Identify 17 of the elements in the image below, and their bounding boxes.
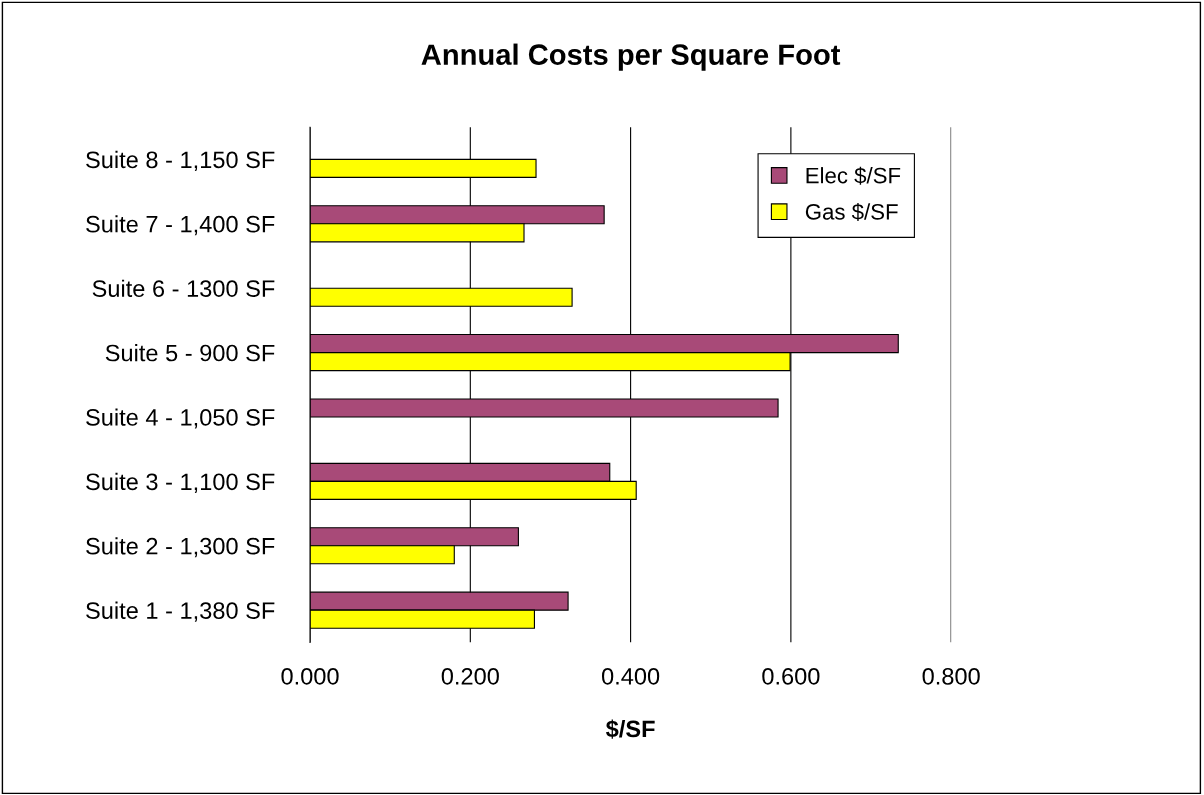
chart-title: Annual Costs per Square Foot	[421, 43, 841, 71]
y-tick-label: Suite 8 - 1,150 SF	[86, 150, 275, 171]
y-tick-label: Suite 7 - 1,400 SF	[86, 215, 275, 236]
y-tick-label: Suite 6 - 1300 SF	[92, 279, 275, 297]
x-tick-label: 0.200	[441, 667, 499, 685]
y-tick-label: Suite 3 - 1,100 SF	[86, 472, 275, 493]
y-tick-label: Suite 5 - 900 SF	[105, 344, 275, 362]
legend-label: Elec $/SF	[806, 166, 901, 185]
y-tick-label: Suite 2 - 1,300 SF	[86, 537, 275, 558]
x-tick-label: 0.400	[601, 667, 660, 685]
x-tick-label: 0.600	[762, 667, 820, 685]
y-tick-label: Suite 4 - 1,050 SF	[86, 408, 275, 429]
x-tick-label: 0.800	[922, 667, 980, 685]
legend-label: Gas $/SF	[805, 203, 898, 222]
y-tick-label: Suite 1 - 1,380 SF	[86, 601, 275, 622]
x-axis-title: $/SF	[605, 719, 655, 739]
x-tick-label: 0.000	[281, 667, 339, 685]
